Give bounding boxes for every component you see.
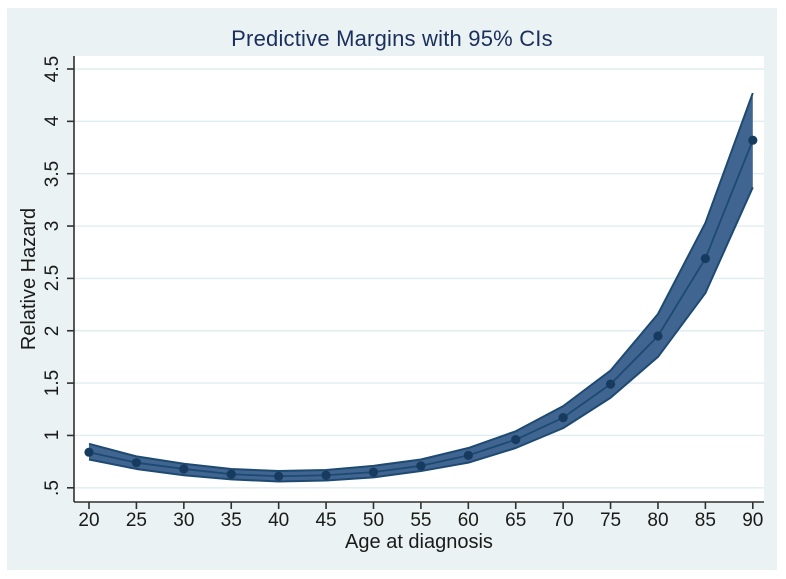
data-point-marker [653,331,663,341]
y-tick-label: 2.5 [42,265,63,292]
ci-band-lower-edge [88,186,754,483]
x-tick-label: 25 [125,510,147,531]
data-point-marker [463,450,473,460]
x-tick-label: 80 [647,510,669,531]
y-axis-title: Relative Hazard [18,207,40,351]
data-point-marker [84,447,94,457]
y-tick-label: 3 [42,220,63,232]
x-tick-label: 75 [599,510,622,531]
y-tick-label: .5 [42,479,63,496]
y-tick-label: 3.5 [42,160,63,187]
data-point-marker [416,461,426,471]
y-tick-label: 2 [42,325,63,337]
x-tick-label: 40 [268,510,290,531]
data-point-marker [700,253,710,264]
data-point-marker [368,467,379,477]
data-point-marker [226,469,236,479]
x-tick-label: 85 [694,510,716,531]
chart-title: Predictive Margins with 95% CIs [231,26,553,51]
y-tick-label: 1.5 [42,369,63,397]
data-point-marker [131,458,142,468]
data-point-marker [605,379,616,389]
x-tick-label: 70 [552,510,574,531]
data-point-marker [274,471,284,481]
data-point-marker [321,470,331,480]
x-axis-title: Age at diagnosis [345,531,493,553]
data-point-marker [511,435,521,445]
x-tick-label: 20 [78,510,100,531]
y-tick-label: 1 [42,430,63,441]
x-tick-label: 50 [362,510,385,531]
data-point-marker [558,413,568,423]
data-point-marker [179,464,189,474]
x-tick-label: 60 [457,510,479,531]
y-tick-label: 4 [42,116,63,127]
x-tick-label: 55 [410,510,432,531]
ci-band-upper-edge [88,92,754,473]
x-tick-label: 45 [315,510,337,531]
x-tick-label: 90 [742,510,764,531]
x-tick-label: 65 [505,510,527,531]
y-tick-label: 4.5 [42,55,63,83]
x-tick-label: 30 [173,510,195,531]
data-point-marker [748,135,758,145]
x-tick-label: 35 [220,510,242,531]
